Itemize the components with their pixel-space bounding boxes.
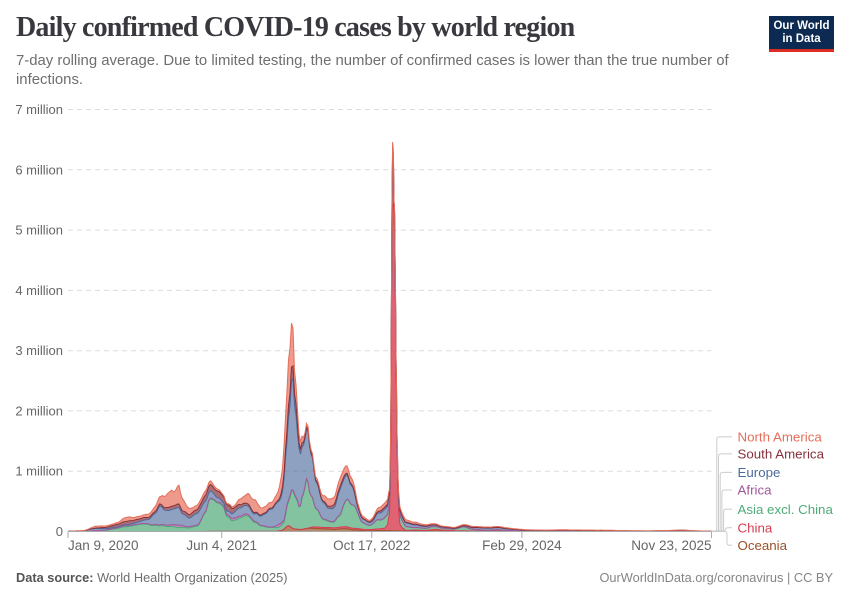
svg-text:Jan 9, 2020: Jan 9, 2020: [68, 538, 139, 553]
svg-text:Feb 29, 2024: Feb 29, 2024: [482, 538, 562, 553]
svg-text:Nov 23, 2025: Nov 23, 2025: [631, 538, 711, 553]
svg-text:Oct 17, 2022: Oct 17, 2022: [333, 538, 410, 553]
svg-text:Jun 4, 2021: Jun 4, 2021: [186, 538, 257, 553]
svg-text:4 million: 4 million: [15, 283, 63, 298]
svg-text:1 million: 1 million: [15, 464, 63, 479]
svg-text:3 million: 3 million: [15, 343, 63, 358]
svg-text:South America: South America: [738, 447, 825, 462]
svg-text:2 million: 2 million: [15, 403, 63, 418]
svg-text:North America: North America: [738, 430, 823, 445]
svg-text:Asia excl. China: Asia excl. China: [738, 502, 834, 517]
svg-text:Oceania: Oceania: [738, 538, 788, 553]
svg-text:Africa: Africa: [738, 483, 773, 498]
svg-text:0: 0: [56, 524, 63, 539]
svg-text:China: China: [738, 521, 773, 536]
svg-text:Europe: Europe: [738, 465, 781, 480]
svg-text:6 million: 6 million: [15, 162, 63, 177]
svg-text:7 million: 7 million: [15, 102, 63, 117]
svg-text:5 million: 5 million: [15, 223, 63, 238]
